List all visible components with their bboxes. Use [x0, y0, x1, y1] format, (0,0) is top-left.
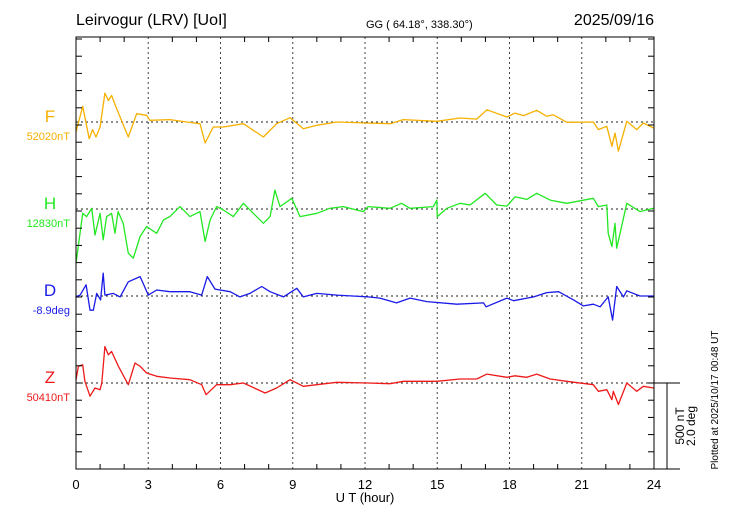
scale-bar: 500 nT 2.0 deg [654, 382, 698, 470]
plot-frame [75, 36, 655, 470]
x-tick-label: 12 [358, 477, 372, 492]
station-coords: GG ( 64.18°, 338.30°) [366, 19, 473, 31]
component-name-h: H [44, 194, 56, 213]
baseline-value-f: 52020nT [27, 131, 71, 143]
x-tick-label: 3 [145, 477, 152, 492]
x-tick-label: 0 [72, 477, 79, 492]
trace-z [75, 345, 654, 406]
component-name-z: Z [45, 368, 55, 387]
x-tick-label: 6 [217, 477, 224, 492]
x-tick-label: 24 [647, 477, 661, 492]
baseline-value-z: 50410nT [27, 392, 71, 404]
grid [76, 37, 654, 469]
scale-bar-deg-label: 2.0 deg [684, 406, 698, 446]
trace-h [75, 189, 654, 264]
station-title: Leirvogur (LRV) [UoI] [76, 12, 227, 29]
baseline-value-d: -8.9deg [33, 305, 70, 317]
x-axis-label: U T (hour) [336, 490, 395, 505]
axes: 0 3 6 9 12 15 18 21 24 [72, 36, 661, 492]
plotted-at-note: Plotted at 2025/10/17 00:48 UT [710, 331, 721, 470]
component-name-d: D [44, 281, 56, 300]
component-labels: F 52020nT H 12830nT D -8.9deg Z 50410nT [27, 107, 71, 404]
x-tick-label: 21 [575, 477, 589, 492]
component-name-f: F [45, 107, 55, 126]
baseline-value-h: 12830nT [27, 218, 71, 230]
traces [75, 92, 654, 406]
plot-date: 2025/09/16 [574, 12, 654, 29]
trace-f [75, 92, 654, 152]
x-tick-label: 15 [430, 477, 444, 492]
trace-d [75, 272, 654, 321]
x-tick-label: 9 [289, 477, 296, 492]
scale-bar-nt-label: 500 nT [673, 407, 687, 445]
x-tick-label: 18 [502, 477, 516, 492]
